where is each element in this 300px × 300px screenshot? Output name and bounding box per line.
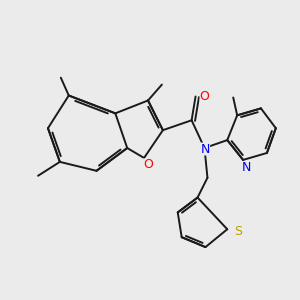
Text: S: S [234, 225, 242, 238]
Text: O: O [200, 90, 209, 103]
Text: O: O [143, 158, 153, 171]
Text: N: N [201, 142, 210, 155]
Text: N: N [242, 161, 251, 174]
